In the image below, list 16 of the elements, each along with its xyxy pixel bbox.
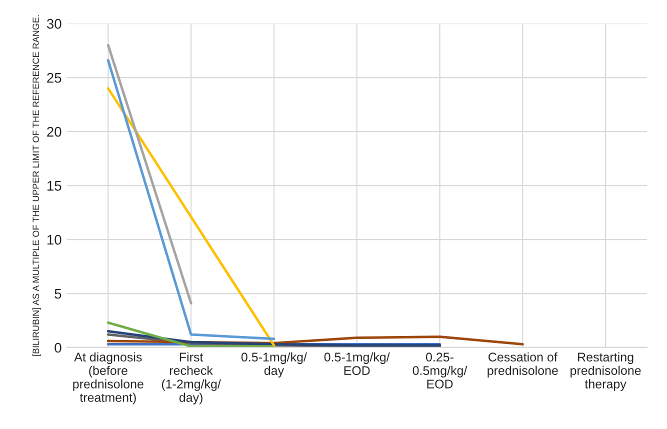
y-tick-label: 5: [54, 288, 62, 299]
y-tick-label: 0: [54, 342, 62, 353]
x-tick-label: At diagnosis (before prednisolone treatment): [73, 352, 144, 404]
y-tick-label: 30: [46, 18, 62, 29]
x-tick-label: Restarting prednisolone therapy: [570, 352, 641, 391]
x-tick-label: Cessation of prednisolone: [488, 352, 558, 378]
x-tick-label: 0.5-1mg/kg/ day: [241, 352, 307, 378]
x-tick-label: First recheck (1-2mg/kg/ day): [162, 352, 221, 404]
y-tick-label: 15: [47, 181, 62, 191]
y-tick-label: 10: [47, 234, 62, 245]
y-tick-label: 20: [47, 126, 62, 137]
x-tick-label: 0.25- 0.5mg/kg/ EOD: [412, 352, 468, 388]
y-tick-label: 25: [47, 72, 62, 83]
y-axis-title: [BILIRUBIN] AS A MULTIPLE OF THE UPPER LIMIT OF THE REFERENCE RANGE.: [32, 15, 41, 356]
line-series: [106, 330, 441, 347]
x-tick-label: 0.5-1mg/kg/ EOD: [324, 352, 390, 375]
